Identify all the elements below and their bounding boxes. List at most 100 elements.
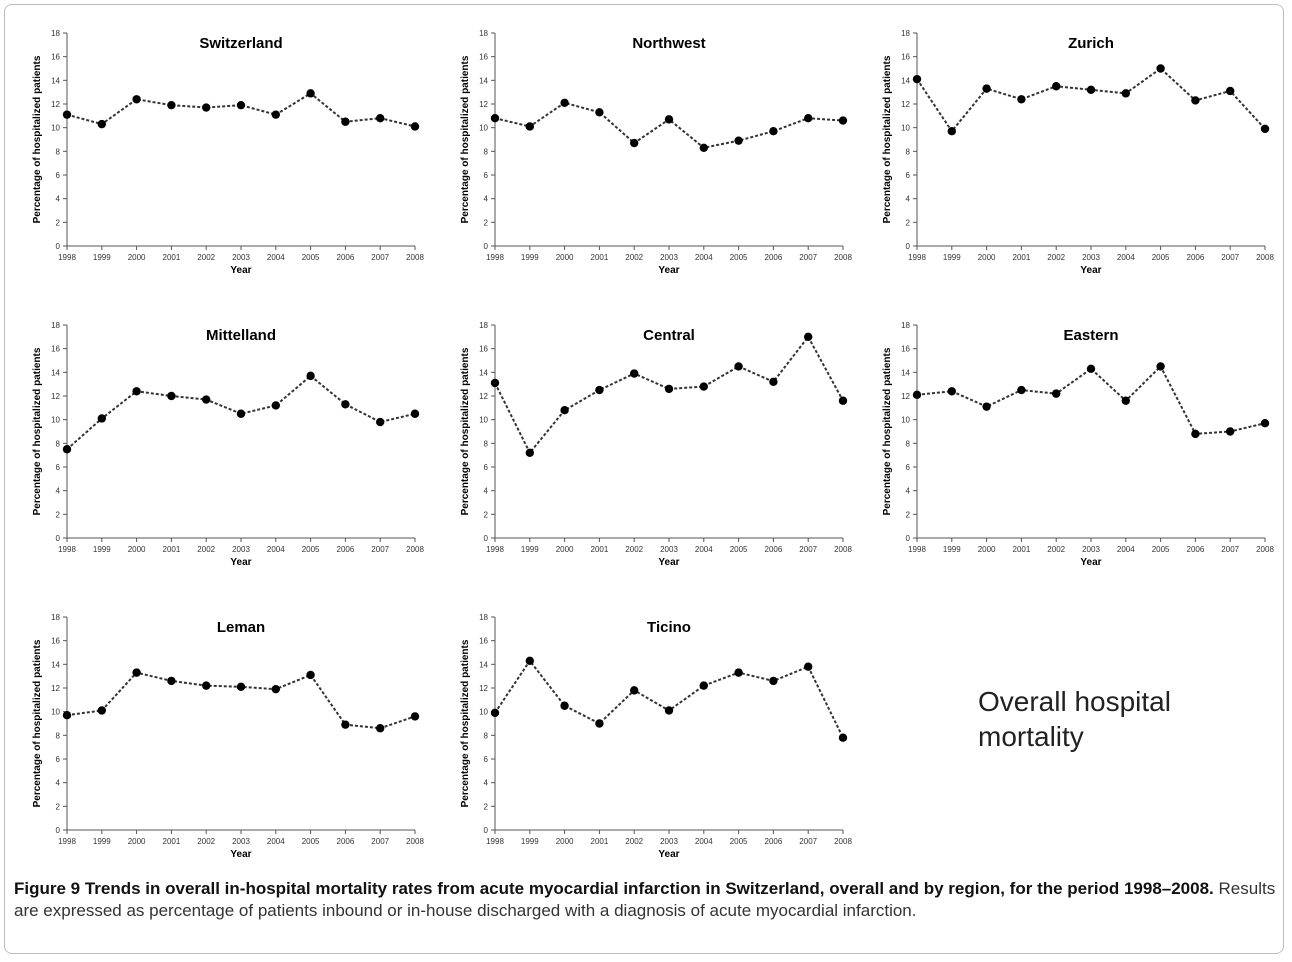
x-tick-label: 2008 <box>1256 545 1274 554</box>
y-tick-label: 12 <box>51 684 60 693</box>
y-tick-label: 4 <box>484 487 489 496</box>
data-point <box>1121 396 1131 405</box>
data-point <box>560 98 569 108</box>
x-tick-label: 2007 <box>371 837 389 846</box>
x-tick-label: 2003 <box>1082 545 1100 554</box>
chart-title: Switzerland <box>199 35 282 52</box>
y-tick-label: 6 <box>56 463 61 472</box>
x-tick-label: 2000 <box>128 837 146 846</box>
x-axis-label: Year <box>658 557 679 568</box>
x-tick-label: 2001 <box>591 545 609 554</box>
x-tick-label: 2007 <box>799 837 817 846</box>
data-point <box>699 681 708 690</box>
x-tick-label: 1998 <box>486 837 504 846</box>
x-tick-label: 2001 <box>163 253 181 262</box>
y-tick-label: 14 <box>901 368 910 377</box>
y-tick-label: 16 <box>51 53 60 62</box>
y-tick-label: 16 <box>479 53 488 62</box>
y-tick-label: 18 <box>901 321 910 330</box>
x-tick-label: 2006 <box>1187 253 1205 262</box>
data-point <box>62 711 72 720</box>
y-tick-label: 14 <box>51 76 60 85</box>
chart-title: Ticino <box>647 619 691 636</box>
x-tick-label: 2002 <box>1047 253 1065 262</box>
data-point <box>97 706 107 715</box>
y-axis-label: Percentage of hospitalized patients <box>32 55 43 223</box>
y-tick-label: 0 <box>906 242 911 251</box>
data-point <box>62 110 72 119</box>
chart-title: Northwest <box>632 35 705 52</box>
data-point <box>1121 89 1131 98</box>
x-tick-label: 2002 <box>1047 545 1065 554</box>
data-point <box>202 681 211 690</box>
y-tick-label: 12 <box>901 392 910 401</box>
data-point <box>560 406 569 415</box>
x-tick-label: 2005 <box>1152 545 1170 554</box>
data-point <box>132 95 141 104</box>
x-tick-label: 2000 <box>128 545 146 554</box>
data-point <box>664 384 674 394</box>
y-tick-label: 12 <box>51 100 60 109</box>
data-point <box>630 369 639 378</box>
y-tick-label: 2 <box>484 510 489 519</box>
y-tick-label: 6 <box>906 171 911 180</box>
x-tick-label: 2001 <box>163 545 181 554</box>
data-point <box>62 445 72 454</box>
data-point <box>1017 95 1026 104</box>
data-point <box>410 409 420 418</box>
data-point <box>1086 85 1096 95</box>
chart-eastern: 0 2 4 6 8 10 12 14 16 18 1998 1999 2000 2001 2002 2003 2… <box>882 321 1274 568</box>
x-tick-label: 2000 <box>556 545 574 554</box>
data-point <box>630 686 639 695</box>
x-axis-label: Year <box>658 265 679 276</box>
chart-title: Central <box>643 327 695 344</box>
series-line <box>66 92 416 128</box>
x-tick-label: 2004 <box>1117 253 1135 262</box>
x-tick-label: 2000 <box>978 545 996 554</box>
chart-leman: 0 2 4 6 8 10 12 14 16 18 1998 1999 2000 2001 2002 2003 2… <box>32 613 424 860</box>
data-point <box>1191 429 1200 439</box>
x-tick-label: 2003 <box>660 545 678 554</box>
x-tick-label: 2006 <box>765 253 783 262</box>
data-point <box>912 390 922 400</box>
data-point <box>410 712 420 721</box>
caption-title: Figure 9 Trends in overall in-hospital m… <box>14 879 1214 898</box>
x-tick-label: 2007 <box>1221 545 1239 554</box>
y-tick-label: 14 <box>479 76 488 85</box>
chart-title: Leman <box>217 619 265 636</box>
x-axis-label: Year <box>1080 557 1101 568</box>
y-tick-label: 4 <box>906 487 911 496</box>
y-tick-label: 18 <box>479 613 488 622</box>
y-tick-label: 2 <box>56 802 61 811</box>
x-tick-label: 2006 <box>765 837 783 846</box>
data-point <box>1156 362 1165 371</box>
y-tick-label: 8 <box>56 439 61 448</box>
figure-frame: 0 2 4 6 8 10 12 14 16 18 1998 1999 2000 2001 2002 2003 2… <box>4 4 1284 954</box>
y-tick-label: 10 <box>479 124 488 133</box>
x-tick-label: 2007 <box>371 253 389 262</box>
data-point <box>595 108 604 117</box>
data-point <box>236 682 246 692</box>
x-tick-label: 2006 <box>337 545 355 554</box>
x-tick-label: 2007 <box>371 545 389 554</box>
y-tick-label: 6 <box>484 171 489 180</box>
data-point <box>769 377 778 386</box>
x-tick-label: 2004 <box>695 837 713 846</box>
y-tick-label: 4 <box>484 779 489 788</box>
data-point <box>630 138 639 148</box>
x-tick-label: 2001 <box>591 253 609 262</box>
data-point <box>699 143 708 152</box>
data-point <box>1086 364 1096 373</box>
y-tick-label: 10 <box>901 124 910 133</box>
x-tick-label: 2002 <box>197 837 215 846</box>
x-tick-label: 1999 <box>93 837 111 846</box>
data-point <box>1052 389 1061 398</box>
data-point <box>1260 419 1270 428</box>
x-axis-label: Year <box>1080 265 1101 276</box>
x-tick-label: 2003 <box>660 837 678 846</box>
y-tick-label: 16 <box>51 637 60 646</box>
data-point <box>271 401 280 410</box>
x-tick-label: 2001 <box>1013 253 1031 262</box>
data-point <box>595 385 604 395</box>
overall-annotation: Overall hospital mortality <box>978 684 1238 754</box>
